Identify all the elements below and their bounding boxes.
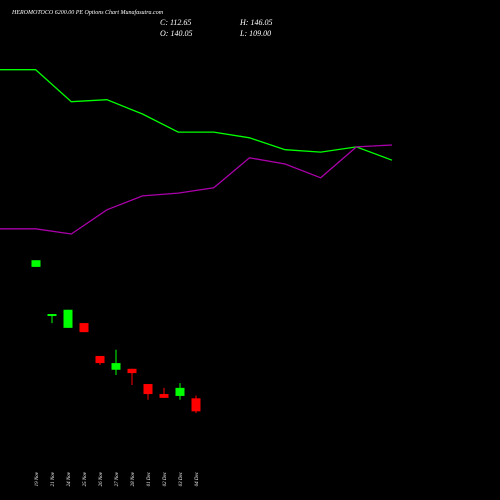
x-tick-label: 25 Nov (83, 471, 88, 486)
x-tick-label: 27 Nov (115, 471, 120, 486)
x-tick-label: 01 Dec (147, 471, 152, 486)
chart-title: HEROMOTOCO 6200.00 PE Options Chart Muna… (11, 9, 164, 16)
x-tick-label: 24 Nov (67, 471, 72, 486)
open-label: O: 140.05 (160, 29, 192, 38)
candle-body (79, 323, 89, 333)
low-label: L: 109.00 (239, 29, 271, 38)
candle-body (47, 314, 57, 317)
candle-body (31, 260, 41, 267)
indicator-line (0, 69, 393, 161)
x-tick-label: 03 Dec (179, 471, 184, 486)
x-tick-label: 02 Dec (163, 471, 168, 486)
x-tick-label: 28 Nov (131, 471, 136, 486)
candle-body (175, 387, 185, 396)
x-tick-label: 19 Nov (35, 471, 40, 486)
candle-body (63, 309, 73, 328)
x-tick-label: 21 Nov (51, 471, 56, 486)
candle-body (191, 398, 201, 412)
indicator-line (0, 144, 393, 235)
candle-body (95, 355, 105, 364)
x-tick-label: 26 Nov (99, 471, 104, 486)
candle-body (143, 384, 153, 395)
close-label: C: 112.65 (160, 18, 191, 27)
candle-body (159, 394, 169, 398)
candle-body (127, 368, 137, 374)
high-label: H: 146.05 (239, 18, 272, 27)
candle-body (111, 363, 121, 370)
x-tick-label: 04 Dec (195, 471, 200, 486)
